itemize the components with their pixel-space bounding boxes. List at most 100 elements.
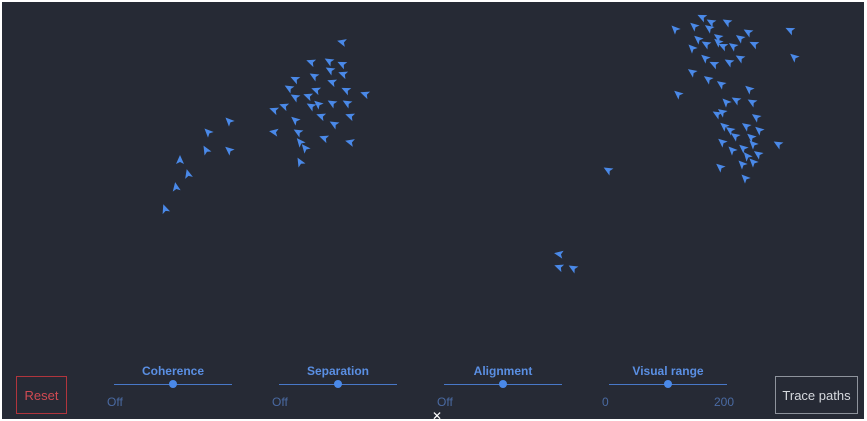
coherence-slider-thumb[interactable] <box>169 380 177 388</box>
boid-marker <box>735 35 746 44</box>
boid-marker <box>745 85 755 95</box>
boid-marker <box>290 94 301 103</box>
boid-marker <box>360 91 371 100</box>
separation-label: Separation <box>306 364 369 378</box>
boid-marker <box>709 61 720 70</box>
boid-marker <box>716 81 727 90</box>
boid-marker <box>176 155 184 164</box>
boid-marker <box>724 59 735 68</box>
boid-marker <box>694 35 704 45</box>
boid-marker <box>722 19 733 28</box>
boid-marker <box>751 114 762 123</box>
boid-marker <box>701 54 711 64</box>
coherence-label: Coherence <box>141 364 205 378</box>
separation-slider-thumb[interactable] <box>334 380 342 388</box>
boid-marker <box>690 22 700 32</box>
boid-marker <box>749 41 760 50</box>
boid-marker <box>345 113 356 122</box>
coherence-control: Coherence Off <box>107 364 232 410</box>
boid-marker <box>314 100 324 110</box>
boid-marker <box>338 71 349 80</box>
boid-marker <box>718 43 729 52</box>
boid-marker <box>301 144 311 154</box>
boid-marker <box>712 111 723 120</box>
separation-min-label: Off <box>272 395 288 409</box>
boid-marker <box>739 144 749 154</box>
boid-marker <box>185 169 193 179</box>
boid-marker <box>749 140 759 150</box>
boid-marker <box>342 100 353 109</box>
boid-marker <box>329 121 340 130</box>
boid-marker <box>297 157 306 168</box>
boid-marker <box>741 123 752 132</box>
boid-marker <box>687 69 698 78</box>
boid-marker <box>324 58 335 67</box>
trace-paths-button[interactable]: Trace paths <box>775 376 858 414</box>
boid-marker <box>309 73 320 82</box>
boid-marker <box>743 152 753 162</box>
boid-marker <box>554 264 565 273</box>
coherence-min-label: Off <box>107 395 123 409</box>
visual-range-slider-thumb[interactable] <box>664 380 672 388</box>
boid-marker <box>688 44 698 54</box>
boid-marker <box>706 19 717 28</box>
boid-marker <box>284 85 295 94</box>
boid-marker <box>603 167 614 176</box>
boid-marker <box>785 27 796 36</box>
boid-marker <box>703 76 714 85</box>
boid-marker <box>296 138 306 148</box>
boid-marker <box>162 204 171 215</box>
boid-marker <box>311 87 322 96</box>
separation-control: Separation Off <box>272 364 397 410</box>
boid-marker <box>722 98 732 108</box>
visual-range-control: Visual range 0 200 <box>602 364 734 410</box>
boid-marker <box>717 109 728 118</box>
boid-marker <box>319 135 330 144</box>
boid-marker <box>290 76 301 85</box>
boid-marker <box>345 139 355 147</box>
boid-marker <box>172 182 181 192</box>
boid-marker <box>554 250 564 259</box>
boid-marker <box>269 107 280 116</box>
boid-marker <box>743 29 754 38</box>
visual-range-min-label: 0 <box>602 395 609 409</box>
boid-marker <box>269 128 279 137</box>
boid-marker <box>279 103 290 112</box>
boid-marker <box>225 146 235 156</box>
boid-marker <box>747 99 758 108</box>
boid-marker <box>671 25 681 35</box>
boid-marker <box>728 43 739 52</box>
boid-marker <box>337 39 347 47</box>
boid-marker <box>718 138 728 148</box>
boid-marker <box>738 160 748 170</box>
visual-range-max-label: 200 <box>713 395 734 409</box>
boid-marker <box>225 117 235 127</box>
reset-button[interactable]: Reset <box>16 376 67 414</box>
boid-marker <box>720 122 730 132</box>
alignment-slider-thumb[interactable] <box>499 380 507 388</box>
boid-marker <box>730 133 741 142</box>
boid-marker <box>341 87 352 96</box>
boid-marker <box>306 59 317 68</box>
boid-marker <box>303 93 314 102</box>
boid-marker <box>725 127 736 136</box>
boid-marker <box>773 141 784 150</box>
boid-marker <box>753 151 764 160</box>
alignment-label: Alignment <box>473 364 533 378</box>
boid-marker <box>291 116 301 126</box>
boid-marker <box>316 113 327 122</box>
boid-marker <box>674 90 684 100</box>
alignment-control: Alignment Off <box>437 364 562 410</box>
boid-marker <box>704 25 715 34</box>
boid-marker <box>731 97 742 106</box>
boid-marker <box>735 55 746 64</box>
boid-marker <box>713 34 724 43</box>
boid-marker <box>755 126 765 136</box>
boid-marker <box>749 158 759 168</box>
boid-marker <box>728 146 738 156</box>
boid-marker <box>568 265 579 274</box>
close-icon[interactable]: ✕ <box>432 409 443 419</box>
alignment-min-label: Off <box>437 395 453 409</box>
